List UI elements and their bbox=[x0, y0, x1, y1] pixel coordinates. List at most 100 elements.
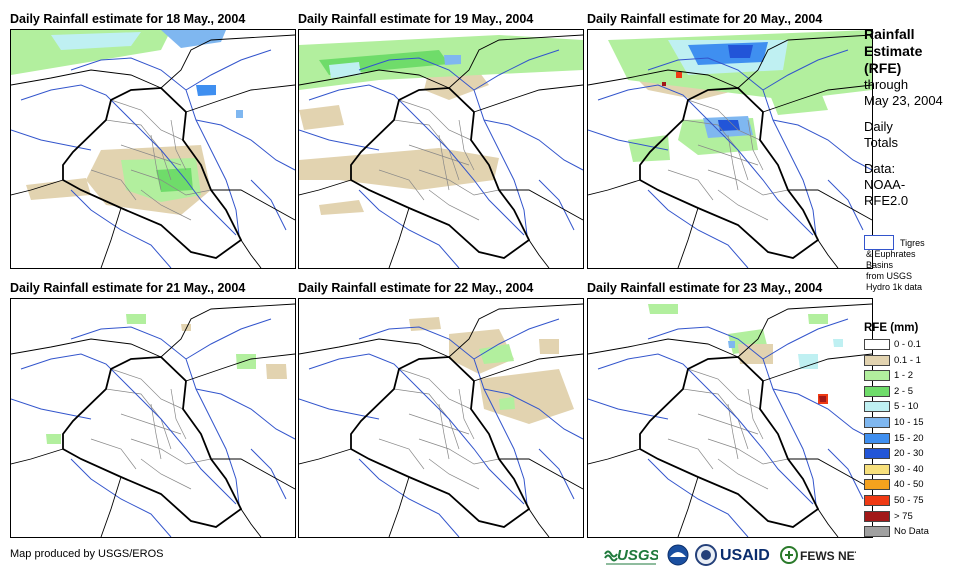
basin-boundary bbox=[20, 84, 237, 236]
rfe-class-label: 0 - 0.1 bbox=[894, 339, 921, 350]
panel-title-19: Daily Rainfall estimate for 19 May., 200… bbox=[298, 12, 534, 26]
basin-boundary bbox=[195, 119, 295, 171]
rfe-class-swatch bbox=[864, 494, 890, 506]
admin-boundary bbox=[458, 388, 475, 440]
rainfall-area bbox=[126, 314, 146, 324]
country-border bbox=[299, 69, 450, 89]
basin-line4: from USGS bbox=[866, 271, 913, 281]
admin-boundary bbox=[682, 388, 749, 450]
iraq-border bbox=[62, 87, 243, 259]
basin-boundary bbox=[473, 318, 560, 360]
admin-boundary bbox=[747, 388, 764, 440]
rfe-class-swatch bbox=[864, 526, 890, 538]
rfe-class-swatch bbox=[864, 448, 890, 460]
rainfall-area bbox=[662, 82, 666, 86]
admin-boundary bbox=[398, 368, 472, 410]
legend-through: through bbox=[864, 77, 909, 92]
basin-boundary bbox=[20, 353, 237, 505]
rfe-class-label: 0.1 - 1 bbox=[894, 354, 921, 366]
rfe-class-label: 1 - 2 bbox=[894, 370, 914, 382]
rainfall-area bbox=[688, 42, 768, 65]
admin-boundary bbox=[428, 458, 480, 490]
rainfall-area bbox=[51, 32, 141, 50]
basin-boundary bbox=[538, 179, 575, 231]
fews-net-logo: FEWS NET bbox=[780, 542, 863, 568]
basin-boundary bbox=[772, 119, 872, 171]
country-border bbox=[185, 84, 295, 113]
country-border bbox=[677, 207, 699, 268]
map-panel-23 bbox=[587, 298, 873, 538]
basin-boundary bbox=[358, 189, 460, 268]
dhs-seal-icon bbox=[694, 542, 718, 568]
country-border bbox=[185, 353, 295, 382]
admin-boundary bbox=[120, 413, 182, 435]
rainfall-area bbox=[329, 62, 361, 78]
rainfall-area bbox=[196, 85, 216, 96]
rfe-class-swatch bbox=[864, 510, 890, 522]
rfe-class-label: 2 - 5 bbox=[894, 385, 914, 397]
admin-boundary bbox=[687, 368, 761, 410]
admin-boundary bbox=[170, 119, 187, 171]
rainfall-area bbox=[718, 120, 740, 131]
country-border bbox=[588, 179, 641, 196]
fews-net-logo-text: FEWS NET bbox=[800, 549, 856, 563]
rainfall-area bbox=[161, 30, 226, 48]
country-border bbox=[737, 34, 872, 89]
rfe-class-label: 40 - 50 bbox=[894, 479, 924, 491]
usgs-logo-text: USGS bbox=[617, 547, 658, 564]
admin-boundary bbox=[438, 403, 450, 460]
iraq-border bbox=[350, 87, 531, 259]
country-border bbox=[499, 458, 583, 490]
country-border bbox=[473, 353, 583, 382]
rfe-class-label: 10 - 15 bbox=[894, 416, 924, 428]
country-border bbox=[388, 476, 410, 537]
basin-boundary bbox=[772, 388, 872, 440]
rainfall-area bbox=[833, 339, 843, 347]
legend-data-source2: RFE2.0 bbox=[864, 193, 909, 208]
panel-title-22: Daily Rainfall estimate for 22 May., 200… bbox=[298, 281, 534, 295]
country-border bbox=[788, 189, 872, 221]
rainfall-area bbox=[26, 178, 91, 200]
rfe-class-label: 20 - 30 bbox=[894, 448, 924, 460]
admin-boundary bbox=[667, 438, 714, 470]
basin-boundary bbox=[358, 458, 460, 537]
rainfall-area bbox=[499, 397, 515, 410]
country-border bbox=[240, 508, 262, 537]
noaa-logo-icon bbox=[666, 542, 690, 568]
country-border bbox=[677, 476, 699, 537]
admin-boundary bbox=[428, 189, 480, 221]
rfe-legend-title: RFE (mm) bbox=[864, 322, 919, 334]
rainfall-area bbox=[819, 396, 826, 402]
rainfall-area bbox=[479, 344, 514, 364]
basin-boundary bbox=[358, 57, 528, 236]
admin-boundary bbox=[150, 403, 162, 460]
country-border bbox=[762, 353, 872, 382]
rainfall-area bbox=[156, 168, 193, 192]
basin-line1: Tigres bbox=[900, 238, 925, 248]
basin-line5: Hydro 1k data bbox=[866, 282, 923, 292]
admin-boundary bbox=[727, 134, 739, 191]
admin-boundary bbox=[140, 458, 192, 490]
admin-boundary bbox=[110, 368, 184, 410]
rfe-class-swatch bbox=[864, 339, 890, 350]
rfe-class-label: 15 - 20 bbox=[894, 432, 924, 444]
rainfall-area bbox=[648, 304, 678, 314]
basin-text: Tigres & Euphrates Basins from USGS Hydr… bbox=[866, 238, 964, 293]
legend-data-label: Data: bbox=[864, 161, 896, 176]
country-border bbox=[11, 448, 64, 465]
admin-boundary bbox=[717, 458, 769, 490]
iraq-border bbox=[639, 87, 820, 259]
basin-boundary bbox=[250, 448, 287, 500]
usaid-logo: USAID bbox=[720, 542, 776, 568]
admin-boundary bbox=[378, 169, 425, 201]
country-border bbox=[448, 34, 583, 89]
basin-boundary bbox=[358, 326, 528, 505]
basin-boundary bbox=[250, 179, 287, 231]
panel-title-18: Daily Rainfall estimate for 18 May., 200… bbox=[10, 12, 246, 26]
admin-boundary bbox=[458, 119, 475, 171]
basin-boundary bbox=[195, 388, 295, 440]
country-border bbox=[448, 303, 583, 358]
rfe-class-label: 50 - 75 bbox=[894, 494, 924, 506]
country-border bbox=[588, 338, 739, 358]
legend-title-line2: Estimate bbox=[864, 43, 923, 59]
